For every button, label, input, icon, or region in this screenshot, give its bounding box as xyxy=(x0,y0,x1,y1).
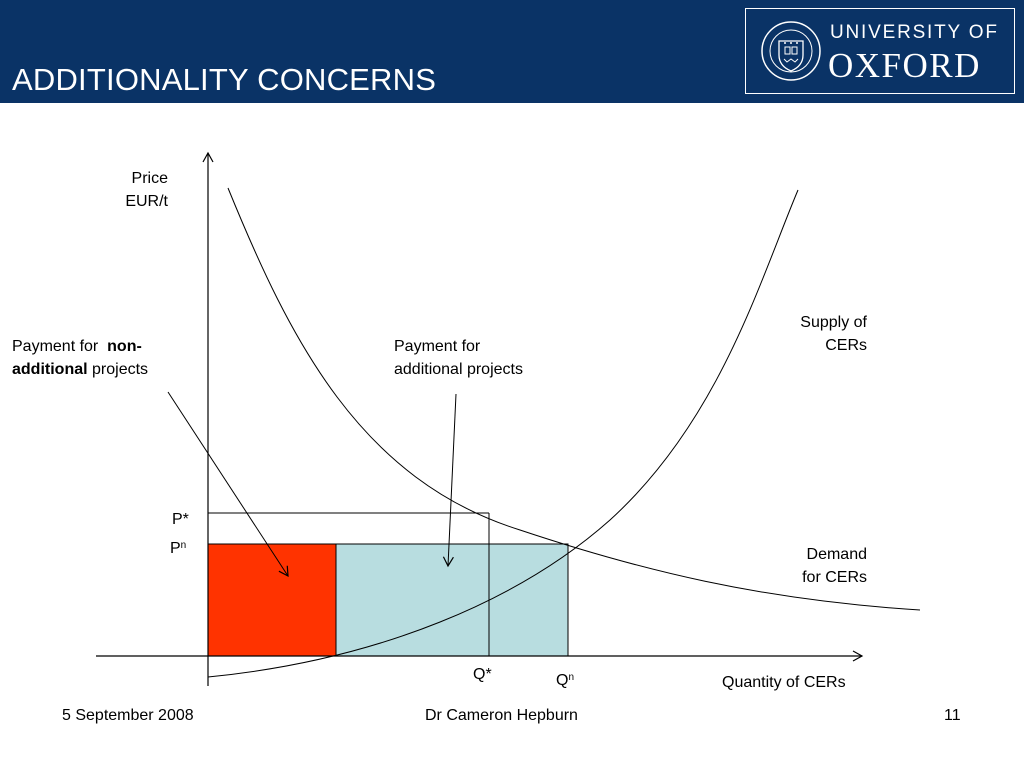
oxford-logo: UNIVERSITY OF OXFORD xyxy=(745,8,1015,94)
q-n-label: Qn xyxy=(556,672,575,689)
footer-author: Dr Cameron Hepburn xyxy=(425,707,578,724)
additional-arrow xyxy=(442,393,457,568)
y-axis-label: Price EUR/t xyxy=(125,170,168,210)
p-n-label: Pn xyxy=(170,540,187,557)
nonadditional-label: Payment for non- additional projects xyxy=(12,338,149,378)
supply-label: Supply of CERs xyxy=(800,314,867,354)
header-bar: ADDITIONALITY CONCERNS UNIVERSITY OF OXF… xyxy=(0,0,1024,103)
page-number: 11 xyxy=(944,707,961,724)
supply-curve xyxy=(207,189,799,678)
slide-title: ADDITIONALITY CONCERNS xyxy=(12,62,437,97)
demand-label: Demand for CERs xyxy=(802,546,867,586)
demand-curve xyxy=(227,187,921,611)
oxford-crest-icon xyxy=(761,21,821,81)
nonadditional-payment-area xyxy=(207,543,337,657)
additional-label: Payment for additional projects xyxy=(394,338,523,378)
q-star-label: Q* xyxy=(473,666,492,683)
p-star-label: P* xyxy=(172,511,189,528)
nonadditional-arrow xyxy=(167,391,289,578)
logo-oxford: OXFORD xyxy=(828,46,981,85)
logo-university-of: UNIVERSITY OF xyxy=(830,22,999,43)
x-axis-label: Quantity of CERs xyxy=(722,674,846,691)
footer-date: 5 September 2008 xyxy=(62,707,194,724)
additional-payment-area xyxy=(335,543,569,657)
